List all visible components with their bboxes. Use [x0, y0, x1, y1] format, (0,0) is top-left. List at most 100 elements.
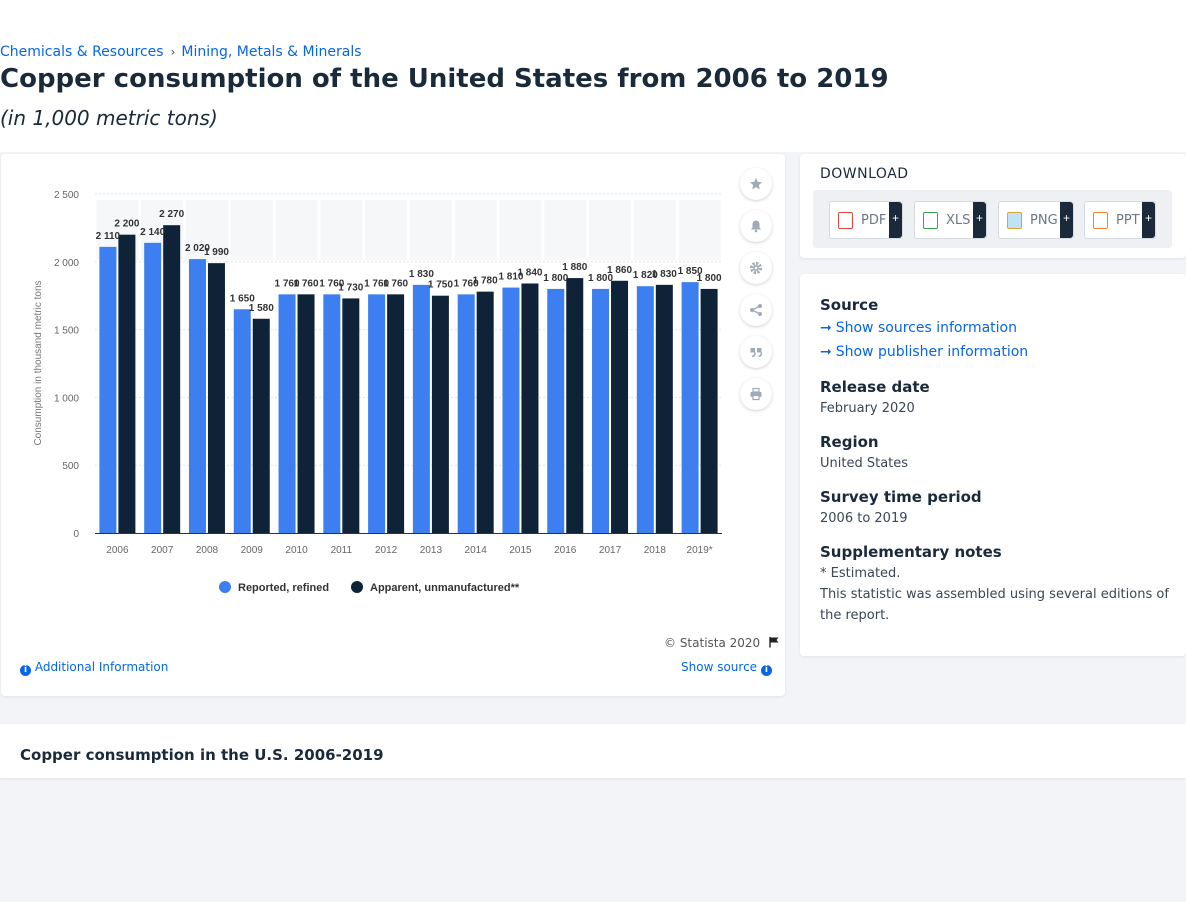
category-band [185, 200, 228, 260]
category-band [678, 200, 721, 260]
gear-icon[interactable] [740, 252, 772, 284]
y-tick-label: 0 [73, 529, 79, 540]
value-label: 1 800 [543, 273, 568, 284]
value-label: 1 850 [678, 266, 703, 277]
bar-apparent-unmanufactured[interactable] [118, 234, 136, 533]
bar-apparent-unmanufactured[interactable] [611, 280, 629, 533]
bar-apparent-unmanufactured[interactable] [476, 291, 494, 533]
x-tick-label: 2016 [554, 545, 577, 556]
value-label: 1 760 [275, 278, 300, 289]
download-png-button[interactable]: PNG + [998, 201, 1074, 239]
bar-apparent-unmanufactured[interactable] [297, 294, 315, 533]
bar-reported-refined[interactable] [412, 284, 430, 533]
quote-icon[interactable] [740, 336, 772, 368]
category-band [454, 200, 497, 260]
info-icon: i [20, 665, 31, 676]
bar-apparent-unmanufactured[interactable] [163, 225, 181, 534]
legend-item[interactable]: Reported, refined [219, 581, 329, 594]
bar-reported-refined[interactable] [636, 286, 654, 533]
value-label: 1 830 [409, 269, 434, 280]
share-icon[interactable] [740, 294, 772, 326]
bar-apparent-unmanufactured[interactable] [342, 298, 360, 533]
value-label: 1 860 [607, 265, 632, 276]
x-tick-label: 2011 [331, 545, 353, 556]
copyright-text: © Statista 2020 [664, 636, 761, 650]
y-tick-label: 500 [62, 461, 79, 472]
bar-apparent-unmanufactured[interactable] [566, 278, 584, 533]
ppt-file-icon [1093, 211, 1108, 229]
show-sources-label: Show sources information [835, 320, 1017, 336]
value-label: 1 800 [697, 273, 722, 284]
download-ppt-button[interactable]: PPT + [1084, 201, 1156, 239]
download-xls-button[interactable]: XLS + [914, 201, 987, 239]
bell-icon[interactable] [740, 210, 772, 242]
flag-icon[interactable] [768, 636, 780, 648]
show-publisher-link[interactable]: ➞ Show publisher information [820, 344, 1028, 360]
category-band [589, 200, 632, 260]
bar-apparent-unmanufactured[interactable] [655, 284, 673, 533]
bar-apparent-unmanufactured[interactable] [700, 288, 718, 533]
category-band [499, 200, 542, 260]
show-source-link[interactable]: Show source i [681, 660, 772, 676]
bar-apparent-unmanufactured[interactable] [431, 295, 449, 533]
bar-reported-refined[interactable] [368, 294, 386, 533]
supplementary-note-editions: This statistic was assembled using sever… [820, 587, 1169, 623]
download-ppt-plus[interactable]: + [1142, 202, 1155, 238]
bar-reported-refined[interactable] [323, 294, 341, 533]
supplementary-note-estimated: * Estimated. [820, 566, 901, 581]
bar-reported-refined[interactable] [188, 259, 206, 533]
breadcrumb-separator: › [170, 45, 176, 59]
bar-reported-refined[interactable] [547, 288, 565, 533]
download-pdf-label: PDF [861, 212, 887, 228]
download-xls-label: XLS [946, 212, 971, 228]
page-title: Copper consumption of the United States … [0, 64, 889, 94]
y-tick-label: 2 000 [54, 258, 79, 269]
copyright-notice: © Statista 2020 [664, 636, 780, 650]
print-icon[interactable] [740, 378, 772, 410]
bar-apparent-unmanufactured[interactable] [387, 294, 405, 533]
x-tick-label: 2019* [687, 545, 713, 556]
arrow-right-icon: ➞ [820, 344, 832, 360]
x-tick-label: 2012 [375, 545, 398, 556]
bar-reported-refined[interactable] [457, 294, 475, 533]
bar-reported-refined[interactable] [592, 288, 610, 533]
source-heading: Source [820, 296, 879, 314]
bar-apparent-unmanufactured[interactable] [521, 283, 539, 533]
bar-reported-refined[interactable] [99, 246, 117, 533]
bar-reported-refined[interactable] [144, 242, 162, 533]
star-icon[interactable] [740, 168, 772, 200]
value-label: 2 140 [140, 227, 165, 238]
release-date-value: February 2020 [820, 401, 915, 416]
value-label: 2 110 [96, 231, 121, 242]
value-label: 1 750 [428, 280, 453, 291]
bar-apparent-unmanufactured[interactable] [252, 318, 270, 533]
download-png-plus[interactable]: + [1060, 202, 1073, 238]
value-label: 1 650 [230, 293, 255, 304]
category-band [544, 200, 587, 260]
legend-item[interactable]: Apparent, unmanufactured** [351, 581, 520, 594]
bar-reported-refined[interactable] [502, 287, 520, 533]
bar-apparent-unmanufactured[interactable] [207, 263, 225, 533]
bar-reported-refined[interactable] [278, 294, 296, 533]
bar-reported-refined[interactable] [233, 309, 251, 533]
additional-information-link[interactable]: i Additional Information [20, 660, 168, 676]
download-pdf-plus[interactable]: + [889, 202, 902, 238]
show-sources-link[interactable]: ➞ Show sources information [820, 320, 1017, 336]
download-title: DOWNLOAD [820, 166, 909, 182]
bar-reported-refined[interactable] [681, 282, 699, 533]
category-band [275, 200, 318, 260]
statistic-details-card [800, 274, 1186, 656]
related-section [0, 724, 1186, 778]
breadcrumb-item-chemicals[interactable]: Chemicals & Resources [0, 44, 164, 60]
additional-information-label: Additional Information [34, 660, 169, 674]
y-tick-label: 1 500 [54, 326, 79, 337]
y-tick-label: 2 500 [54, 190, 79, 201]
x-tick-label: 2007 [151, 545, 174, 556]
show-source-label: Show source [681, 660, 758, 674]
legend-marker [219, 581, 231, 593]
value-label: 1 760 [383, 278, 408, 289]
download-xls-plus[interactable]: + [973, 202, 986, 238]
value-label: 1 810 [498, 272, 523, 283]
breadcrumb-item-mining[interactable]: Mining, Metals & Minerals [181, 44, 362, 60]
download-pdf-button[interactable]: PDF + [829, 201, 903, 239]
